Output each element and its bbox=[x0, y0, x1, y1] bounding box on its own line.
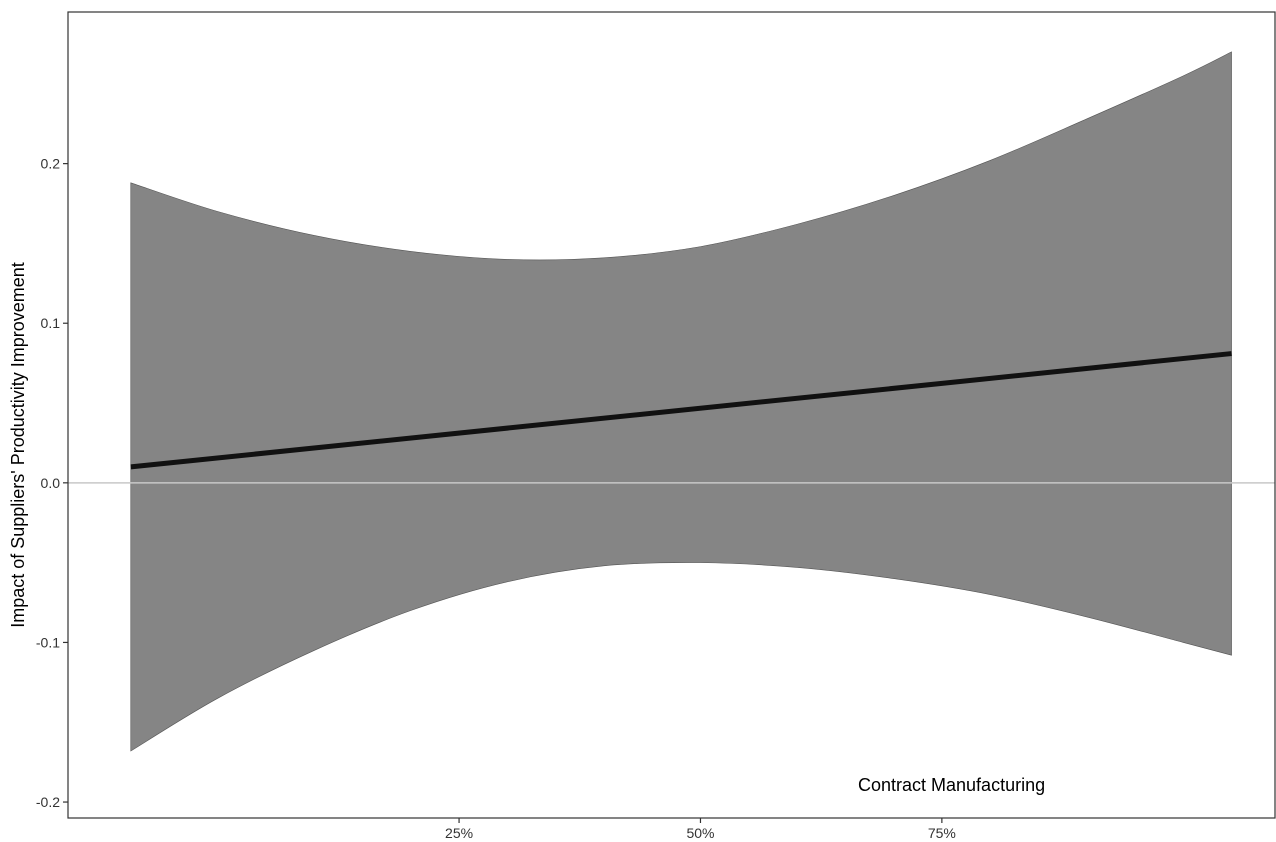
y-axis: -0.2 -0.1 0.0 0.1 0.2 bbox=[36, 156, 68, 810]
y-tick-label: -0.1 bbox=[36, 634, 60, 650]
x-tick-label: 50% bbox=[686, 825, 714, 841]
y-tick-label: 0.0 bbox=[41, 475, 61, 491]
estimate-line bbox=[130, 351, 1232, 470]
y-axis-title: Impact of Suppliers' Productivity Improv… bbox=[8, 262, 28, 628]
x-tick-label: 75% bbox=[928, 825, 956, 841]
plot-panel bbox=[67, 11, 1276, 819]
y-tick-label: 0.1 bbox=[41, 315, 61, 331]
x-axis: 25% 50% 75% bbox=[445, 818, 956, 841]
x-tick-label: 25% bbox=[445, 825, 473, 841]
y-tick-label: 0.2 bbox=[41, 156, 61, 172]
estimate-line-layer bbox=[130, 351, 1232, 470]
y-tick-label: -0.2 bbox=[36, 794, 60, 810]
confidence-band-layer bbox=[130, 51, 1232, 752]
panel-border bbox=[67, 11, 1276, 819]
confidence-band bbox=[130, 51, 1232, 752]
chart-annotation: Contract Manufacturing bbox=[858, 775, 1045, 795]
